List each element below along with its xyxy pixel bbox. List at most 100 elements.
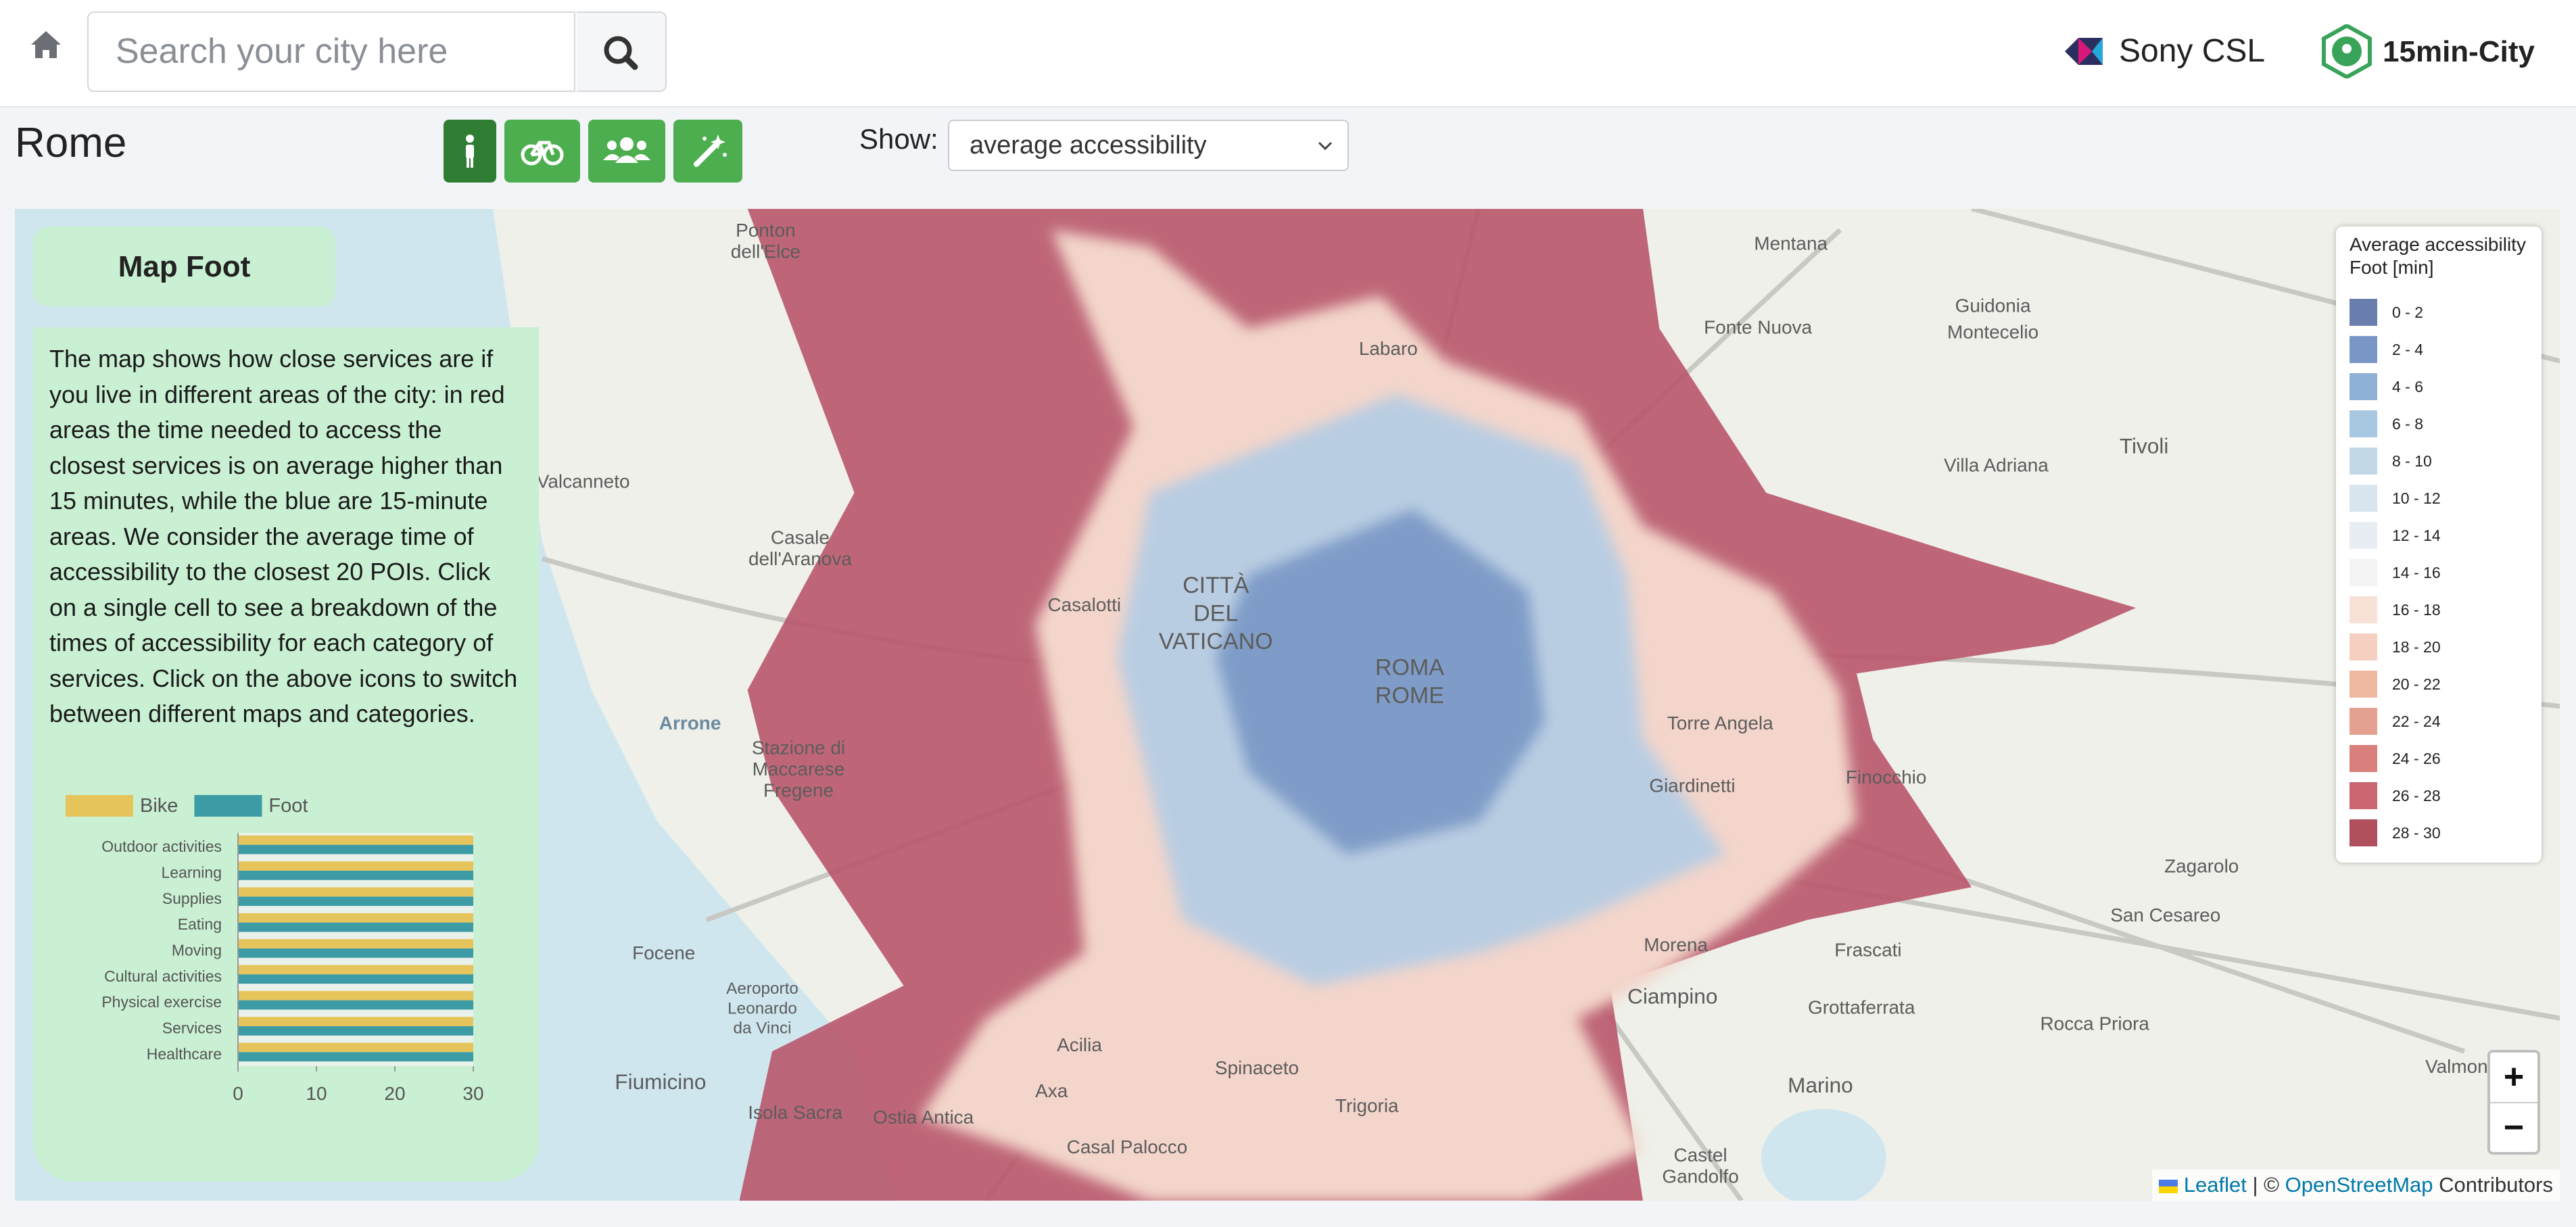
bar xyxy=(238,1026,473,1036)
search-button[interactable] xyxy=(577,11,667,92)
15min-logo xyxy=(2322,24,2372,78)
legend-label: Bike xyxy=(140,795,178,817)
legend-subtitle: Foot [min] xyxy=(2350,257,2433,278)
legend-label: 22 - 24 xyxy=(2392,713,2441,730)
legend-label: 0 - 2 xyxy=(2392,304,2423,321)
place-label: Axa xyxy=(1035,1080,1068,1101)
place-label: Giardinetti xyxy=(1649,775,1735,796)
place-label: Stazione di xyxy=(752,737,845,758)
legend-label: 12 - 14 xyxy=(2392,527,2441,544)
place-label: Maccarese xyxy=(753,759,845,779)
legend-label: 6 - 8 xyxy=(2392,415,2423,433)
place-label: Ponton xyxy=(736,220,796,241)
place-label: Finocchio xyxy=(1846,767,1927,788)
bar xyxy=(238,887,473,897)
place-label: Castel xyxy=(1673,1145,1727,1165)
people-button[interactable] xyxy=(588,120,665,183)
legend-swatch xyxy=(2350,410,2377,437)
legend-label: 10 - 12 xyxy=(2392,489,2441,507)
legend-swatch xyxy=(2350,336,2377,363)
bar xyxy=(238,990,473,1001)
legend-label: 8 - 10 xyxy=(2392,452,2432,470)
core-zone xyxy=(1216,509,1545,855)
search-input[interactable]: Search your city here xyxy=(87,11,575,92)
bar xyxy=(238,948,473,958)
bar xyxy=(238,974,473,984)
bar xyxy=(238,896,473,907)
foot-button[interactable] xyxy=(444,120,496,183)
place-label: VATICANO xyxy=(1159,629,1273,654)
zoom-out[interactable]: − xyxy=(2503,1108,2525,1147)
sony-logo xyxy=(2065,38,2103,65)
place-label: Grottaferrata xyxy=(1808,996,1915,1017)
y-tick-label: Healthcare xyxy=(147,1045,222,1063)
legend-label: 24 - 26 xyxy=(2392,750,2441,767)
legend-swatch xyxy=(194,795,262,817)
legend-swatch xyxy=(66,795,133,817)
place-label: Fiumicino xyxy=(615,1069,706,1094)
bar xyxy=(238,913,473,923)
place-label: Valcanneto xyxy=(537,471,630,492)
map-select[interactable]: average accessibility xyxy=(948,120,1349,171)
place-label: Leonardo xyxy=(728,999,797,1017)
legend-swatch xyxy=(2350,596,2377,623)
foot-icon xyxy=(466,135,474,168)
place-label: Acilia xyxy=(1057,1034,1102,1055)
home-icon[interactable] xyxy=(30,30,62,59)
legend-label: 28 - 30 xyxy=(2392,824,2441,842)
legend-swatch xyxy=(2350,373,2377,400)
legend-swatch xyxy=(2350,745,2377,772)
legend-swatch xyxy=(2350,448,2377,475)
place-label: Trigoria xyxy=(1335,1095,1399,1116)
leaflet-link[interactable]: Leaflet xyxy=(2183,1173,2247,1197)
place-label: Spinaceto xyxy=(1215,1057,1299,1078)
attribution-text: Contributors xyxy=(2439,1173,2553,1197)
bar xyxy=(238,861,473,871)
wand-button[interactable] xyxy=(673,120,742,183)
legend-swatch xyxy=(2350,522,2377,549)
city-name: Rome xyxy=(15,120,127,166)
attribution: Leaflet | © OpenStreetMap Contributors xyxy=(2152,1170,2560,1201)
legend-swatch xyxy=(2350,708,2377,735)
brand-name: Sony CSL xyxy=(2119,33,2266,69)
place-label: Ostia Antica xyxy=(873,1107,974,1128)
lake xyxy=(1761,1109,1886,1201)
place-label: Zagarolo xyxy=(2164,855,2239,876)
place-label: Guidonia xyxy=(1955,295,2031,316)
legend-title: Average accessibility xyxy=(2350,234,2526,255)
zoom-in[interactable]: + xyxy=(2490,1053,2537,1103)
bike-button[interactable] xyxy=(504,120,580,183)
place-label: ROME xyxy=(1375,683,1444,708)
place-label: Casale xyxy=(771,527,830,548)
select-value: average accessibility xyxy=(970,131,1207,160)
y-tick-label: Services xyxy=(162,1019,222,1037)
bar xyxy=(238,922,473,932)
legend-label: Foot xyxy=(268,795,308,817)
bar xyxy=(238,965,473,975)
legend-swatch xyxy=(2350,485,2377,512)
place-label: Montecelio xyxy=(1947,322,2038,343)
place-label: da Vinci xyxy=(734,1019,792,1037)
bar xyxy=(238,844,473,855)
legend-label: 26 - 28 xyxy=(2392,787,2441,804)
legend-label: 14 - 16 xyxy=(2392,564,2441,581)
place-label: Casal Palocco xyxy=(1067,1136,1188,1157)
legend-label: 4 - 6 xyxy=(2392,378,2423,395)
bar xyxy=(238,1042,473,1053)
legend-swatch xyxy=(2350,782,2377,809)
place-label: Labaro xyxy=(1359,338,1418,359)
osm-link[interactable]: OpenStreetMap xyxy=(2285,1173,2433,1197)
legend-swatch xyxy=(2350,819,2377,846)
bar xyxy=(238,1000,473,1010)
place-label: Rocca Priora xyxy=(2041,1013,2150,1034)
place-label: ROMA xyxy=(1375,655,1444,681)
place-label: Ciampino xyxy=(1627,984,1717,1009)
chevron xyxy=(1318,141,1333,151)
x-tick-label: 10 xyxy=(306,1083,327,1104)
panel-text: The map shows how close services are if … xyxy=(49,345,518,727)
zoom-control: + − xyxy=(2487,1050,2540,1155)
legend-swatch xyxy=(2350,671,2377,698)
place-label: Fonte Nuova xyxy=(1704,316,1812,337)
